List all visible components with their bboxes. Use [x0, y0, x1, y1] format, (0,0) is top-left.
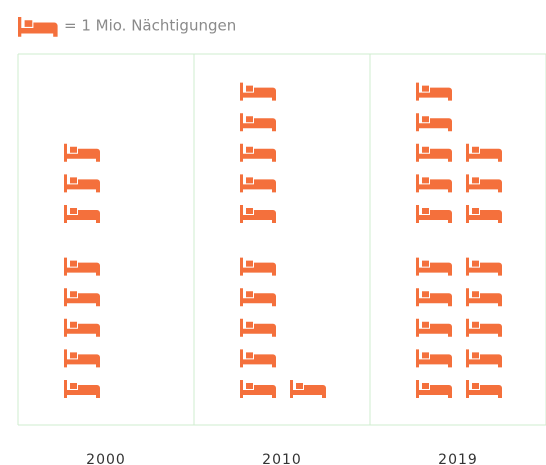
bed-icon [466, 288, 502, 307]
bed-icon [240, 349, 276, 368]
bed-icon [416, 82, 452, 101]
bed-icon [18, 17, 58, 37]
bed-icon [416, 318, 452, 337]
bed-icon [240, 113, 276, 132]
bed-icon [64, 205, 100, 223]
bed-icon [466, 143, 502, 162]
icon-group [64, 143, 100, 398]
bed-icon [240, 380, 276, 398]
bed-icon [64, 174, 100, 193]
bed-icon [240, 82, 276, 101]
bed-icon [240, 318, 276, 337]
bed-icon [416, 257, 452, 276]
bed-icon [466, 380, 502, 398]
bed-icon [64, 380, 100, 398]
bed-icon [466, 257, 502, 276]
bed-icon [240, 143, 276, 162]
bed-icon [416, 380, 452, 398]
bed-icon [466, 174, 502, 193]
bed-icon [290, 380, 326, 398]
legend-label: = 1 Mio. Nächtigungen [64, 17, 236, 35]
bed-icon [416, 113, 452, 132]
bed-icon [416, 205, 452, 223]
bed-icon [416, 349, 452, 368]
bed-icon [64, 143, 100, 162]
bed-icon [64, 288, 100, 307]
bed-icon [416, 143, 452, 162]
bed-icon [240, 205, 276, 223]
bed-icon [240, 174, 276, 193]
bed-icon [466, 205, 502, 223]
icon-group [240, 82, 326, 398]
bed-icon [240, 288, 276, 307]
x-tick-label: 2010 [262, 452, 302, 465]
bed-icon [64, 349, 100, 368]
icon-group [416, 82, 502, 398]
bed-icon [416, 288, 452, 307]
x-tick-label: 2019 [438, 452, 478, 465]
bed-icon [466, 349, 502, 368]
bed-icon [240, 257, 276, 276]
x-tick-label: 2000 [86, 452, 126, 465]
bed-icon [466, 318, 502, 337]
legend-icon [18, 17, 58, 37]
bed-icon [64, 257, 100, 276]
bed-icon [416, 174, 452, 193]
bed-icon [64, 318, 100, 337]
